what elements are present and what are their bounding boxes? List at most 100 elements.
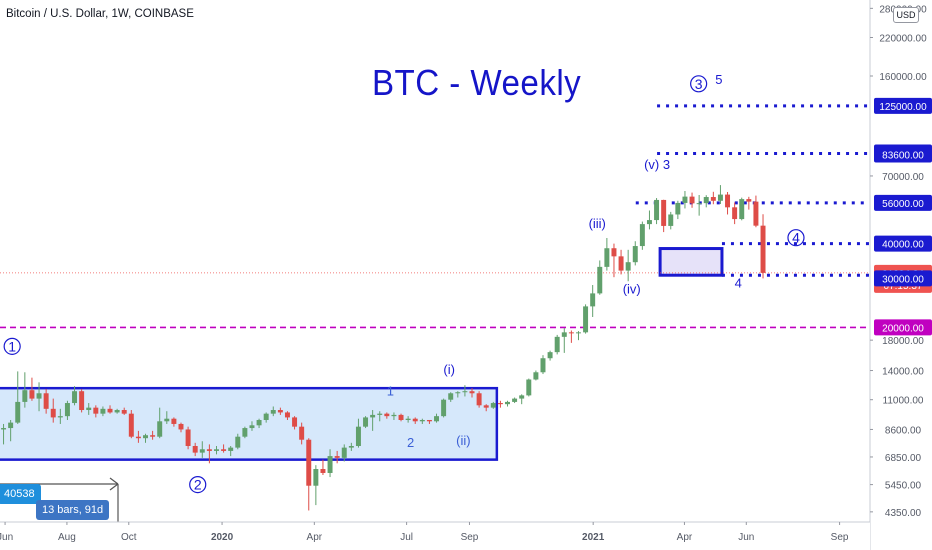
level-price-tag bbox=[874, 146, 932, 163]
candle bbox=[79, 391, 85, 411]
candle bbox=[235, 436, 241, 448]
x-tick-label: Sep bbox=[461, 532, 479, 543]
candle bbox=[512, 398, 518, 402]
candle bbox=[625, 262, 631, 271]
candle bbox=[242, 428, 248, 437]
candle bbox=[43, 393, 49, 409]
candle bbox=[1, 428, 7, 430]
x-tick-label: 2021 bbox=[582, 532, 605, 543]
candle bbox=[568, 332, 574, 334]
candle bbox=[441, 399, 447, 417]
wave-label: 4 bbox=[735, 276, 742, 291]
candle bbox=[632, 246, 638, 263]
wave-label: (v) 3 bbox=[644, 157, 670, 172]
candle bbox=[377, 413, 383, 415]
x-tick-label: Apr bbox=[677, 532, 693, 543]
wave-circle-label: 4 bbox=[792, 230, 800, 246]
candle bbox=[270, 410, 276, 414]
candle bbox=[320, 469, 326, 473]
y-tick-label: 83600.00 bbox=[882, 150, 924, 161]
candle bbox=[469, 391, 475, 394]
candle bbox=[483, 405, 489, 408]
candle bbox=[526, 379, 532, 396]
candle bbox=[334, 456, 340, 458]
wave-circle-label: 2 bbox=[194, 477, 202, 493]
candle bbox=[277, 410, 283, 413]
x-tick-label: 2020 bbox=[211, 532, 234, 543]
candle bbox=[590, 293, 596, 307]
candle bbox=[753, 201, 759, 226]
x-axis-bg bbox=[0, 522, 870, 550]
ruler-price-chip: 40538 bbox=[0, 484, 41, 504]
candle bbox=[497, 403, 503, 405]
candle bbox=[171, 418, 177, 424]
candle bbox=[355, 426, 361, 446]
candle bbox=[284, 412, 290, 418]
y-tick-label: 220000.00 bbox=[879, 33, 927, 44]
candle bbox=[178, 423, 184, 430]
candle bbox=[476, 393, 482, 406]
candle bbox=[15, 401, 21, 423]
candle bbox=[746, 199, 752, 202]
wave-circle-label: 3 bbox=[695, 76, 703, 92]
level-price-tag bbox=[874, 235, 932, 252]
candle bbox=[405, 418, 411, 420]
candle bbox=[8, 422, 14, 429]
candle bbox=[135, 436, 141, 439]
candle bbox=[199, 449, 205, 453]
symbol-title[interactable]: Bitcoin / U.S. Dollar, 1W, COINBASE bbox=[6, 8, 194, 20]
y-tick-label: 125000.00 bbox=[879, 102, 927, 113]
candle bbox=[434, 416, 440, 422]
level-price-tag bbox=[874, 319, 932, 336]
y-tick-label: 11000.00 bbox=[883, 396, 924, 407]
candle bbox=[256, 419, 262, 426]
candle bbox=[128, 413, 134, 437]
candle bbox=[611, 248, 617, 257]
ruler-arrow bbox=[109, 477, 119, 485]
candle bbox=[675, 202, 681, 215]
x-tick-label: Jun bbox=[738, 532, 754, 543]
countdown-value: 07:15:37 bbox=[884, 281, 923, 292]
y-tick-label: 30000.00 bbox=[882, 274, 924, 285]
x-tick-label: Oct bbox=[121, 532, 137, 543]
candle bbox=[639, 224, 645, 247]
candle bbox=[583, 306, 589, 333]
candle bbox=[725, 194, 731, 208]
candle bbox=[739, 199, 745, 220]
candle bbox=[519, 395, 525, 399]
y-tick-label: 6850.00 bbox=[885, 453, 922, 464]
candle bbox=[505, 401, 510, 405]
candle bbox=[419, 419, 425, 422]
y-tick-label: 5450.00 bbox=[885, 481, 922, 492]
candle bbox=[618, 256, 624, 271]
candle bbox=[214, 449, 219, 451]
x-tick-label: Apr bbox=[307, 532, 323, 543]
candle bbox=[384, 413, 390, 417]
wave-circle bbox=[690, 75, 708, 93]
candle bbox=[100, 408, 106, 414]
wave-label: (ii) bbox=[456, 433, 470, 448]
candle bbox=[575, 332, 581, 334]
candle bbox=[455, 392, 461, 394]
candle bbox=[682, 196, 688, 203]
candle bbox=[760, 225, 766, 273]
y-tick-label: 20000.00 bbox=[882, 323, 924, 334]
currency-badge[interactable]: USD bbox=[893, 7, 919, 23]
wave-circle bbox=[189, 476, 207, 494]
wave-label: (i) bbox=[443, 362, 455, 377]
candle bbox=[50, 408, 56, 418]
candle bbox=[306, 439, 312, 486]
candle bbox=[164, 418, 170, 422]
y-tick-label: 40000.00 bbox=[882, 240, 924, 251]
candle bbox=[228, 447, 234, 451]
candle bbox=[710, 197, 716, 201]
candle bbox=[370, 414, 376, 418]
wave-label: 1 bbox=[387, 383, 394, 398]
x-tick-label: Aug bbox=[58, 532, 76, 543]
candle bbox=[72, 391, 78, 404]
candle bbox=[732, 207, 738, 220]
candle bbox=[668, 214, 674, 226]
candle bbox=[689, 196, 695, 204]
